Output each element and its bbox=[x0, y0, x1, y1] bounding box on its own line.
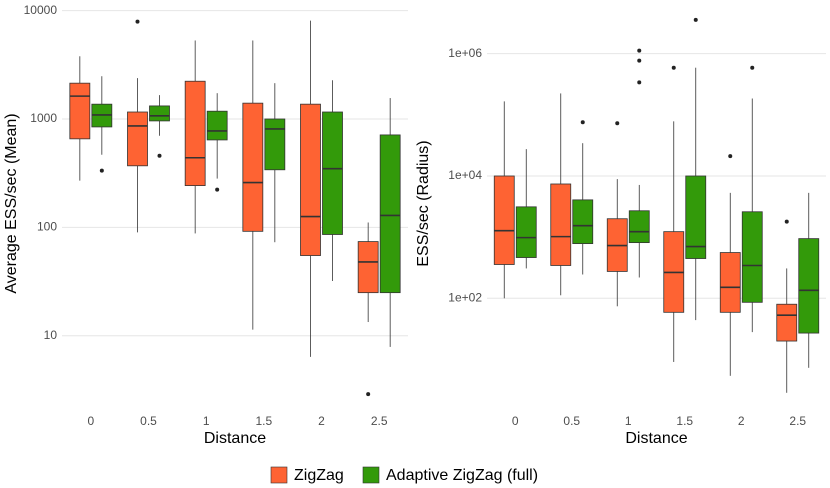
legend-label: ZigZag bbox=[294, 467, 344, 484]
x-tick-label: 1 bbox=[625, 414, 632, 428]
box bbox=[776, 303, 798, 342]
box bbox=[127, 111, 148, 167]
box bbox=[206, 110, 228, 141]
outlier bbox=[784, 219, 789, 224]
outlier bbox=[157, 153, 162, 158]
outlier bbox=[637, 58, 642, 63]
box bbox=[69, 82, 91, 140]
box bbox=[515, 206, 537, 258]
box bbox=[741, 211, 763, 303]
box bbox=[264, 118, 286, 171]
box bbox=[242, 102, 264, 232]
x-tick-label: 0.5 bbox=[140, 414, 157, 428]
outlier bbox=[728, 154, 733, 159]
legend-label: Adaptive ZigZag (full) bbox=[386, 467, 538, 484]
outlier bbox=[637, 48, 642, 53]
x-tick-label: 2 bbox=[318, 414, 325, 428]
outlier bbox=[99, 168, 104, 173]
x-tick-label: 2.5 bbox=[371, 414, 388, 428]
y-tick-label: 1e+02 bbox=[448, 290, 482, 304]
box bbox=[300, 103, 321, 256]
box bbox=[719, 252, 741, 313]
box bbox=[798, 238, 820, 334]
outlier bbox=[366, 392, 371, 397]
box bbox=[357, 241, 379, 294]
box bbox=[628, 210, 650, 244]
x-tick-label: 1.5 bbox=[255, 414, 272, 428]
x-tick-label: 1 bbox=[203, 414, 210, 428]
outlier bbox=[615, 121, 620, 126]
box bbox=[685, 175, 707, 259]
box bbox=[379, 134, 401, 294]
x-tick-label: 0.5 bbox=[563, 414, 580, 428]
box bbox=[550, 183, 572, 266]
box bbox=[493, 175, 515, 265]
x-tick-label: 0 bbox=[87, 414, 94, 428]
legend-swatch bbox=[362, 466, 380, 484]
legend-swatch bbox=[270, 466, 288, 484]
x-axis-title: Distance bbox=[204, 430, 266, 447]
outlier bbox=[215, 187, 220, 192]
y-axis-title: Average ESS/sec (Mean) bbox=[3, 113, 20, 293]
outlier bbox=[671, 65, 676, 70]
outlier bbox=[637, 80, 642, 85]
y-axis-title: ESS/sec (Radius) bbox=[415, 140, 432, 266]
outlier bbox=[693, 17, 698, 22]
outlier bbox=[135, 19, 140, 24]
box bbox=[322, 111, 343, 235]
y-tick-label: 1e+06 bbox=[448, 46, 482, 60]
box bbox=[149, 105, 170, 122]
outlier bbox=[750, 65, 755, 70]
y-tick-label: 1000 bbox=[30, 111, 57, 125]
x-tick-label: 2 bbox=[738, 414, 745, 428]
x-axis-title: Distance bbox=[625, 430, 687, 447]
box bbox=[184, 80, 206, 186]
y-tick-label: 10 bbox=[44, 328, 58, 342]
y-tick-label: 10000 bbox=[24, 3, 58, 17]
x-tick-label: 1.5 bbox=[676, 414, 693, 428]
y-tick-label: 1e+04 bbox=[448, 168, 482, 182]
x-tick-label: 2.5 bbox=[789, 414, 806, 428]
y-tick-label: 100 bbox=[37, 220, 57, 234]
box bbox=[572, 199, 594, 245]
x-tick-label: 0 bbox=[512, 414, 519, 428]
outlier bbox=[580, 120, 585, 125]
